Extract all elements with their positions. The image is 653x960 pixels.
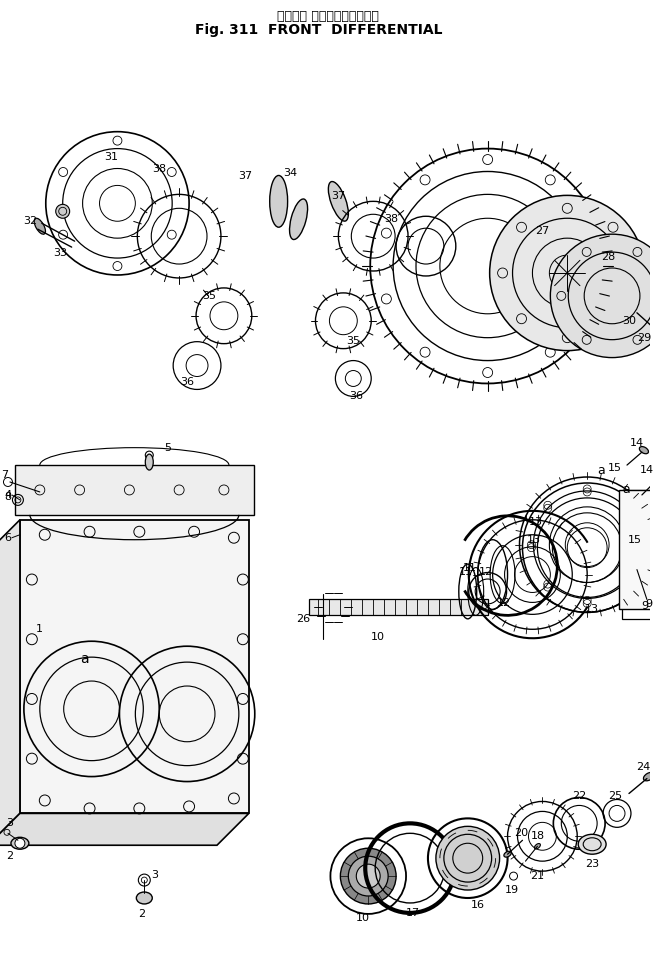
Text: 19: 19	[505, 885, 518, 895]
Text: 25: 25	[608, 791, 622, 802]
Text: 23: 23	[585, 859, 599, 869]
Text: 29: 29	[637, 333, 651, 343]
Circle shape	[490, 196, 645, 350]
Text: 2: 2	[7, 852, 14, 861]
Text: 35: 35	[346, 336, 360, 346]
Text: a: a	[597, 464, 605, 476]
Polygon shape	[0, 813, 249, 845]
Text: 15: 15	[628, 535, 642, 544]
Text: フロント ディファレンシャル: フロント ディファレンシャル	[278, 10, 379, 23]
Text: 34: 34	[283, 168, 298, 179]
Ellipse shape	[504, 852, 511, 857]
Text: 14: 14	[630, 438, 644, 448]
Text: 30: 30	[622, 316, 636, 325]
Text: 32: 32	[23, 216, 37, 227]
Circle shape	[550, 234, 653, 357]
Text: 38: 38	[152, 164, 167, 175]
Text: 13: 13	[526, 535, 541, 544]
Ellipse shape	[534, 844, 541, 849]
Text: 31: 31	[104, 152, 118, 161]
Text: 20: 20	[515, 828, 528, 838]
Text: 16: 16	[471, 900, 485, 910]
Circle shape	[357, 864, 380, 888]
Polygon shape	[15, 465, 254, 515]
Ellipse shape	[270, 176, 287, 228]
Text: 37: 37	[331, 191, 345, 202]
Text: 28: 28	[601, 252, 615, 262]
Text: 6: 6	[5, 533, 12, 542]
Ellipse shape	[328, 181, 349, 221]
Ellipse shape	[643, 773, 653, 780]
Text: Fig. 311  FRONT  DIFFERENTIAL: Fig. 311 FRONT DIFFERENTIAL	[195, 23, 442, 37]
Text: 33: 33	[53, 248, 67, 258]
Circle shape	[56, 204, 70, 218]
Ellipse shape	[639, 446, 648, 454]
Circle shape	[340, 849, 396, 904]
Text: 13: 13	[585, 605, 599, 614]
Ellipse shape	[11, 837, 29, 850]
Text: 2: 2	[138, 909, 145, 919]
Polygon shape	[619, 490, 652, 610]
Polygon shape	[308, 599, 488, 615]
Text: 38: 38	[384, 214, 398, 225]
Text: 5: 5	[164, 444, 170, 453]
Text: 4: 4	[5, 490, 12, 500]
Text: 22: 22	[572, 791, 586, 802]
Ellipse shape	[578, 834, 606, 854]
Text: a: a	[80, 652, 89, 666]
Text: 14: 14	[640, 465, 653, 475]
Text: 12: 12	[479, 566, 493, 577]
Text: 12: 12	[496, 598, 511, 609]
Text: 26: 26	[296, 614, 311, 624]
Text: 9: 9	[641, 601, 648, 612]
Text: 1: 1	[37, 624, 43, 635]
Text: 35: 35	[202, 291, 216, 300]
Text: 9: 9	[645, 599, 652, 610]
Ellipse shape	[289, 199, 308, 240]
Text: 24: 24	[636, 761, 650, 772]
Polygon shape	[0, 519, 20, 845]
Ellipse shape	[34, 218, 46, 234]
Polygon shape	[20, 519, 249, 813]
Circle shape	[15, 838, 25, 849]
Text: 36: 36	[349, 392, 363, 401]
Text: 21: 21	[530, 871, 545, 881]
Text: 10: 10	[371, 633, 385, 642]
Text: 37: 37	[238, 172, 252, 181]
Circle shape	[348, 856, 388, 896]
Text: 8: 8	[5, 492, 12, 502]
Text: 11: 11	[459, 566, 473, 577]
Ellipse shape	[146, 454, 153, 470]
Text: 7: 7	[1, 470, 8, 480]
Circle shape	[436, 827, 500, 890]
Text: 3: 3	[151, 870, 158, 880]
Text: 18: 18	[530, 831, 545, 841]
Text: 11: 11	[463, 563, 477, 572]
Text: 36: 36	[180, 377, 194, 388]
Text: 17: 17	[406, 908, 420, 918]
Text: 10: 10	[357, 913, 370, 923]
Text: 27: 27	[535, 227, 550, 236]
Text: 3: 3	[7, 818, 14, 828]
Ellipse shape	[136, 892, 152, 904]
Text: a: a	[622, 484, 629, 496]
Text: 13: 13	[528, 516, 543, 527]
Text: 15: 15	[608, 463, 622, 473]
